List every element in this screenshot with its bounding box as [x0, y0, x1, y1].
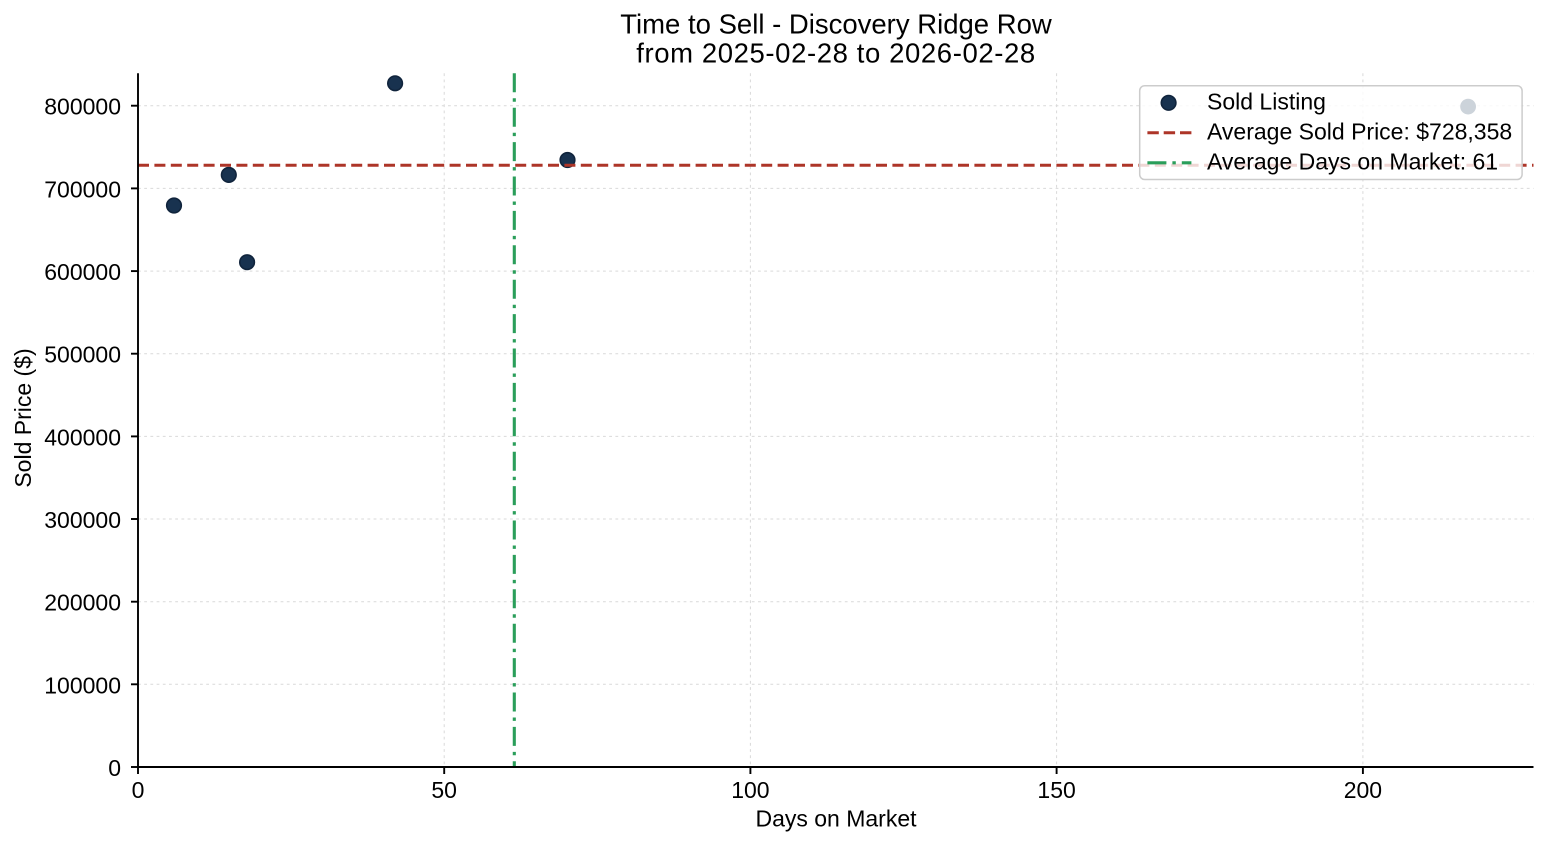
svg-text:50: 50	[431, 777, 457, 803]
svg-text:0: 0	[132, 777, 145, 803]
svg-text:100: 100	[731, 777, 769, 803]
svg-text:from 2025-02-28 to 2026-02-28: from 2025-02-28 to 2026-02-28	[636, 38, 1036, 69]
svg-text:150: 150	[1037, 777, 1075, 803]
svg-text:400000: 400000	[44, 424, 121, 450]
svg-text:Sold Price ($): Sold Price ($)	[10, 348, 36, 487]
svg-text:800000: 800000	[44, 94, 121, 120]
svg-text:Average Days on Market: 61: Average Days on Market: 61	[1207, 148, 1498, 174]
svg-text:700000: 700000	[44, 176, 121, 202]
svg-text:200: 200	[1344, 777, 1382, 803]
svg-text:500000: 500000	[44, 342, 121, 368]
svg-text:Sold Listing: Sold Listing	[1207, 88, 1326, 114]
svg-text:100000: 100000	[44, 672, 121, 698]
svg-text:0: 0	[108, 755, 121, 781]
svg-text:Average Sold Price: $728,358: Average Sold Price: $728,358	[1207, 118, 1512, 144]
svg-text:Time to Sell - Discovery Ridge: Time to Sell - Discovery Ridge Row	[620, 9, 1052, 40]
svg-text:Days on Market: Days on Market	[755, 806, 917, 832]
svg-text:600000: 600000	[44, 259, 121, 285]
svg-text:200000: 200000	[44, 590, 121, 616]
svg-text:300000: 300000	[44, 507, 121, 533]
